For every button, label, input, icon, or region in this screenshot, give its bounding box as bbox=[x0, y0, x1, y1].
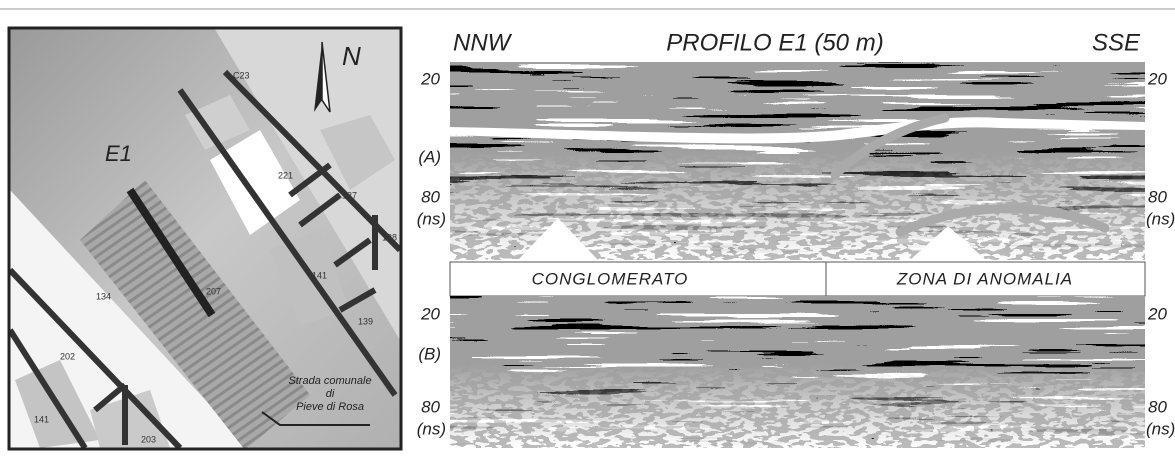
radargram-noise bbox=[450, 296, 1145, 448]
left-axis-label: 80 bbox=[421, 397, 440, 416]
right-axis-label: 20 bbox=[1147, 304, 1167, 323]
left-axis-label: (ns) bbox=[417, 209, 446, 228]
road-label: Pieve di Rosa bbox=[296, 401, 364, 413]
parcel-label: 138 bbox=[382, 232, 397, 242]
right-axis-label: (ns) bbox=[1146, 419, 1175, 438]
parcel-label: 202 bbox=[60, 351, 75, 361]
road-label: Strada comunale bbox=[288, 375, 371, 387]
parcel-label: 141 bbox=[34, 414, 49, 424]
panel-label: (A) bbox=[418, 147, 441, 166]
parcel-label: 139 bbox=[358, 316, 373, 326]
parcel-label: 134 bbox=[96, 291, 111, 301]
left-axis-label: 80 bbox=[421, 187, 440, 206]
parcel-label: 207 bbox=[206, 286, 221, 296]
right-axis-label: 80 bbox=[1148, 397, 1167, 416]
left-axis-label: 20 bbox=[420, 304, 440, 323]
parcel-label: 203 bbox=[141, 434, 156, 444]
left-axis-label: (ns) bbox=[417, 419, 446, 438]
right-end-label: SSE bbox=[1092, 29, 1141, 56]
figure: N E1 C23 221 137 141 138 134 207 139 202… bbox=[0, 0, 1175, 470]
right-axis-label: (ns) bbox=[1146, 209, 1175, 228]
profile-title: PROFILO E1 (50 m) bbox=[666, 29, 883, 56]
parcel-label: C23 bbox=[233, 70, 250, 80]
radargram-a bbox=[450, 62, 1145, 260]
zone-label: CONGLOMERATO bbox=[532, 269, 689, 288]
parcel-label: 221 bbox=[278, 170, 293, 180]
parcel-label: 137 bbox=[342, 190, 357, 200]
zone-label: ZONA DI ANOMALIA bbox=[896, 269, 1073, 288]
panel-label: (B) bbox=[418, 344, 441, 363]
parcel-label: 141 bbox=[312, 270, 327, 280]
right-axis-label: 20 bbox=[1147, 69, 1167, 88]
north-label: N bbox=[342, 41, 361, 71]
left-axis-label: 20 bbox=[420, 69, 440, 88]
left-end-label: NNW bbox=[453, 29, 513, 56]
road-label: di bbox=[326, 388, 335, 400]
radargram-b bbox=[450, 296, 1145, 448]
profile-label: E1 bbox=[105, 141, 132, 166]
right-axis-label: 80 bbox=[1148, 187, 1167, 206]
